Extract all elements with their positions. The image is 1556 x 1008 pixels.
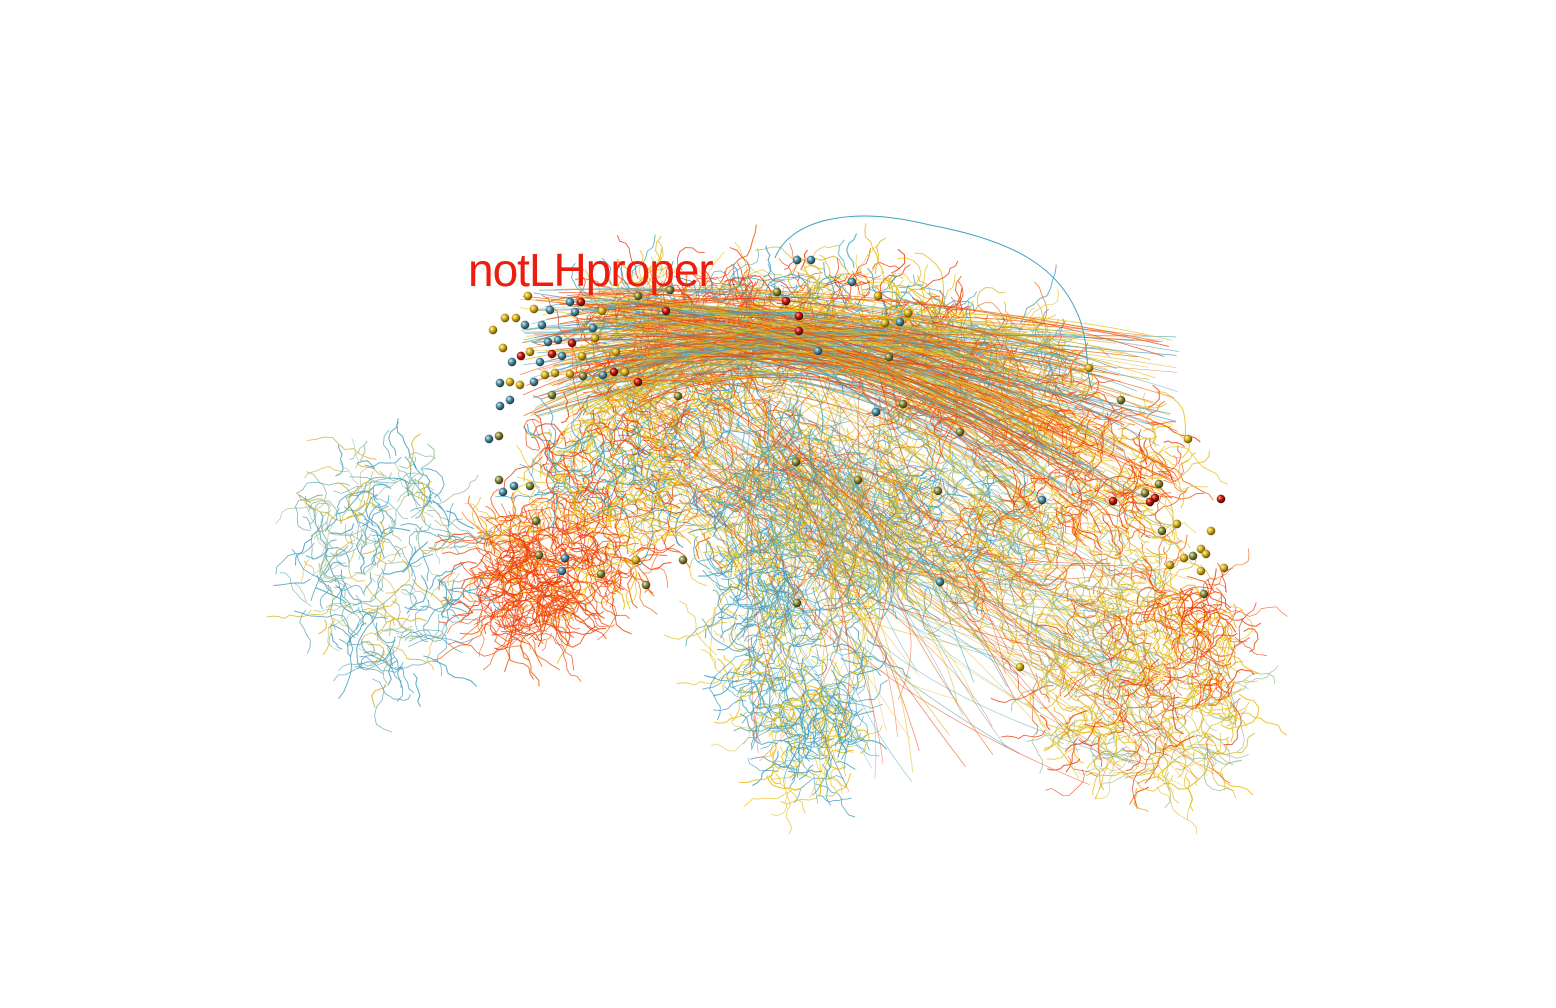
neuron-arbors xyxy=(266,215,1288,835)
neuron-somas xyxy=(484,255,1229,672)
